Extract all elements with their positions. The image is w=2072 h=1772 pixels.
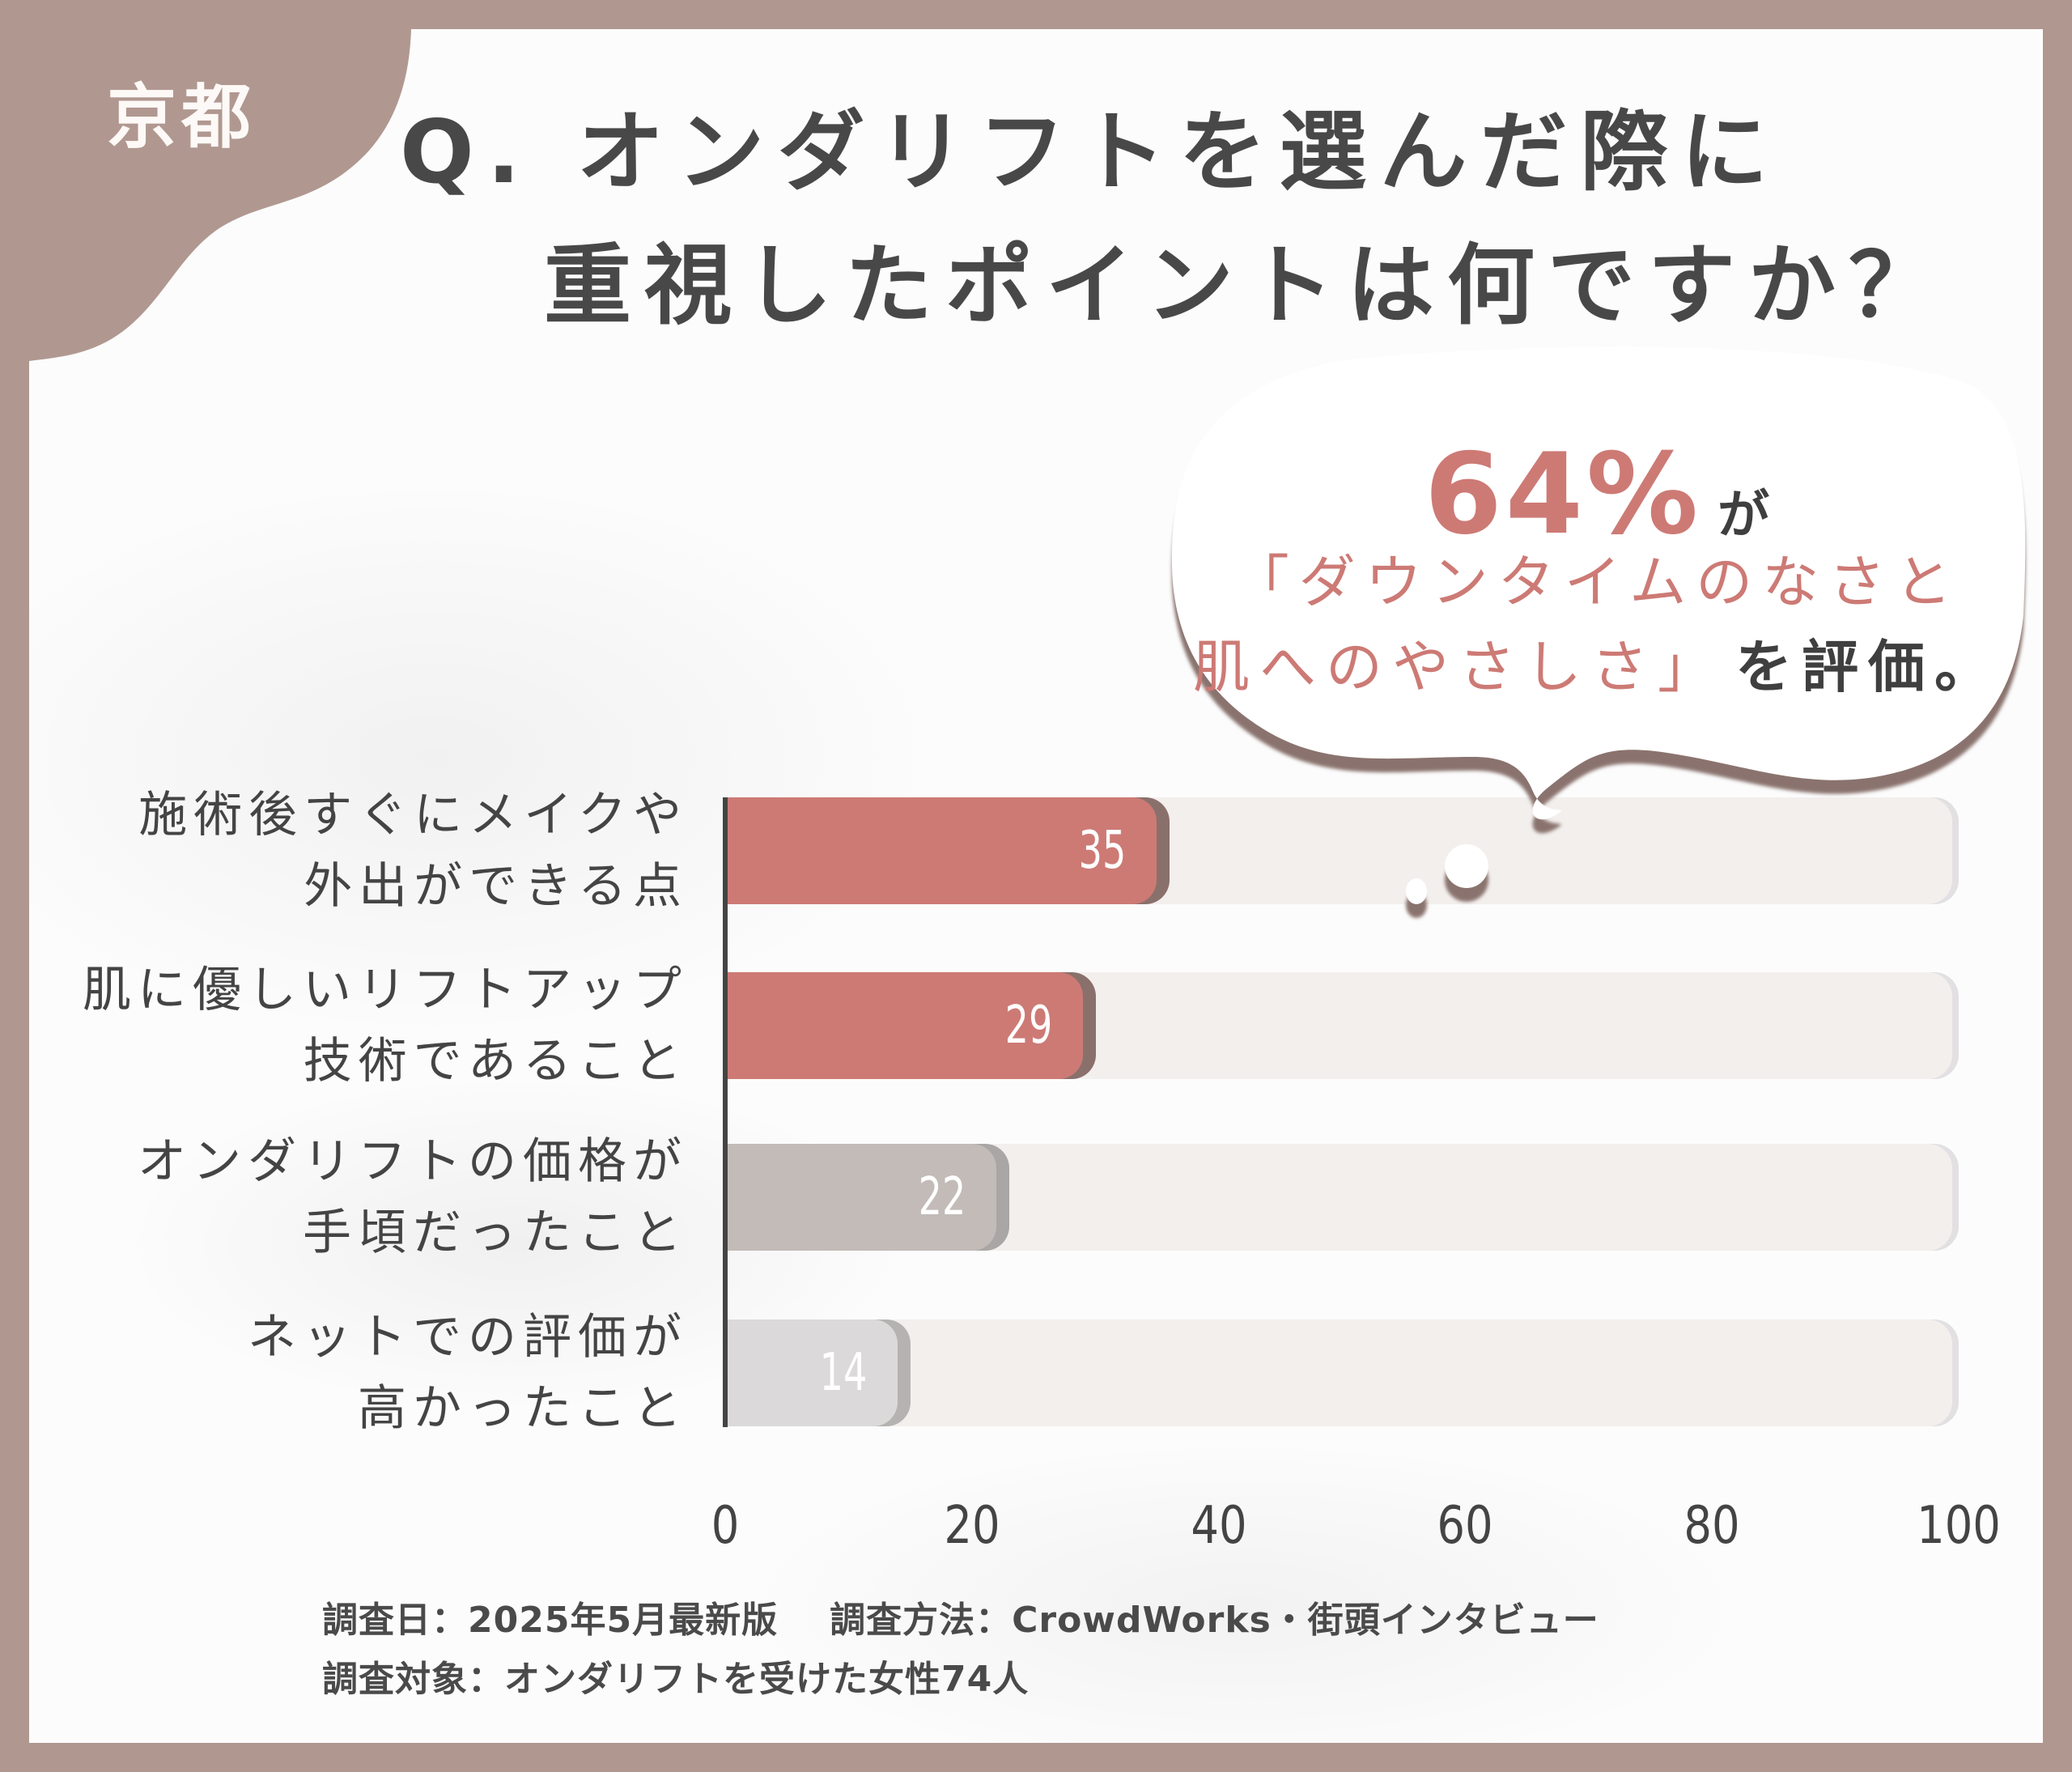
callout-quote-line-1: 「ダウンタイムのなさと bbox=[1232, 549, 1962, 615]
bar-value-label: 35 bbox=[1078, 821, 1127, 881]
survey-date: 調査日：2025年5月最新版 bbox=[322, 1600, 779, 1641]
x-tick-label: 100 bbox=[1917, 1496, 2001, 1556]
callout-quote-rest: を評価。 bbox=[1735, 634, 2001, 700]
category-label-line-1: ネットでの評価が bbox=[248, 1309, 688, 1366]
category-label: オンダリフトの価格が手頃だったこと bbox=[0, 1126, 688, 1268]
question-title-line-2: 重視したポイントは何ですか？ bbox=[544, 236, 1950, 337]
category-label-line-2: 手頃だったこと bbox=[303, 1205, 688, 1261]
corner-blob-decoration bbox=[29, 29, 411, 361]
bar-track bbox=[725, 1319, 1952, 1426]
survey-method: 調査方法：CrowdWorks・街頭インタビュー bbox=[830, 1600, 1599, 1641]
category-label: 施術後すぐにメイクや外出ができる点 bbox=[0, 780, 688, 922]
bar-value-label: 22 bbox=[918, 1167, 966, 1227]
bar[interactable]: 14 bbox=[725, 1319, 898, 1426]
x-tick-label: 0 bbox=[711, 1496, 740, 1556]
bar[interactable]: 22 bbox=[725, 1144, 997, 1251]
category-label: ネットでの評価が高かったこと bbox=[0, 1302, 688, 1444]
survey-info-line-1: 調査日：2025年5月最新版 調査方法：CrowdWorks・街頭インタビュー bbox=[322, 1591, 1599, 1642]
bar-value-label: 29 bbox=[1004, 996, 1052, 1056]
category-label-line-2: 技術であること bbox=[303, 1033, 688, 1090]
bar[interactable]: 35 bbox=[725, 797, 1157, 904]
survey-target: 調査対象：オンダリフトを受けた女性74人 bbox=[322, 1659, 1030, 1700]
category-label-line-2: 外出ができる点 bbox=[304, 858, 688, 915]
category-label-line-1: 施術後すぐにメイクや bbox=[138, 787, 688, 844]
callout-percent-suffix: が bbox=[1717, 486, 1770, 546]
y-axis-line bbox=[723, 797, 728, 1427]
callout-percent: 64% bbox=[1424, 429, 1702, 559]
callout-quote-line-2: 肌へのやさしさ」 を評価。 bbox=[1172, 622, 2022, 703]
callout-headline: 64% が bbox=[1172, 429, 2022, 559]
bar-value-label: 14 bbox=[819, 1343, 868, 1403]
x-tick-label: 40 bbox=[1190, 1496, 1247, 1556]
bar[interactable]: 29 bbox=[725, 972, 1083, 1079]
category-label: 肌に優しいリフトアップ技術であること bbox=[0, 954, 688, 1097]
x-tick-label: 80 bbox=[1684, 1496, 1740, 1556]
category-label-line-1: オンダリフトの価格が bbox=[138, 1133, 688, 1190]
category-label-line-1: 肌に優しいリフトアップ bbox=[83, 962, 688, 1018]
question-title-line-1: Q. オンダリフトを選んだ際に bbox=[400, 102, 1781, 203]
callout-quote-accent: 肌へのやさしさ」 bbox=[1193, 634, 1724, 700]
region-label: 京都 bbox=[107, 77, 256, 158]
x-tick-label: 20 bbox=[944, 1496, 1000, 1556]
category-label-line-2: 高かったこと bbox=[358, 1380, 688, 1437]
x-tick-label: 60 bbox=[1437, 1496, 1494, 1556]
